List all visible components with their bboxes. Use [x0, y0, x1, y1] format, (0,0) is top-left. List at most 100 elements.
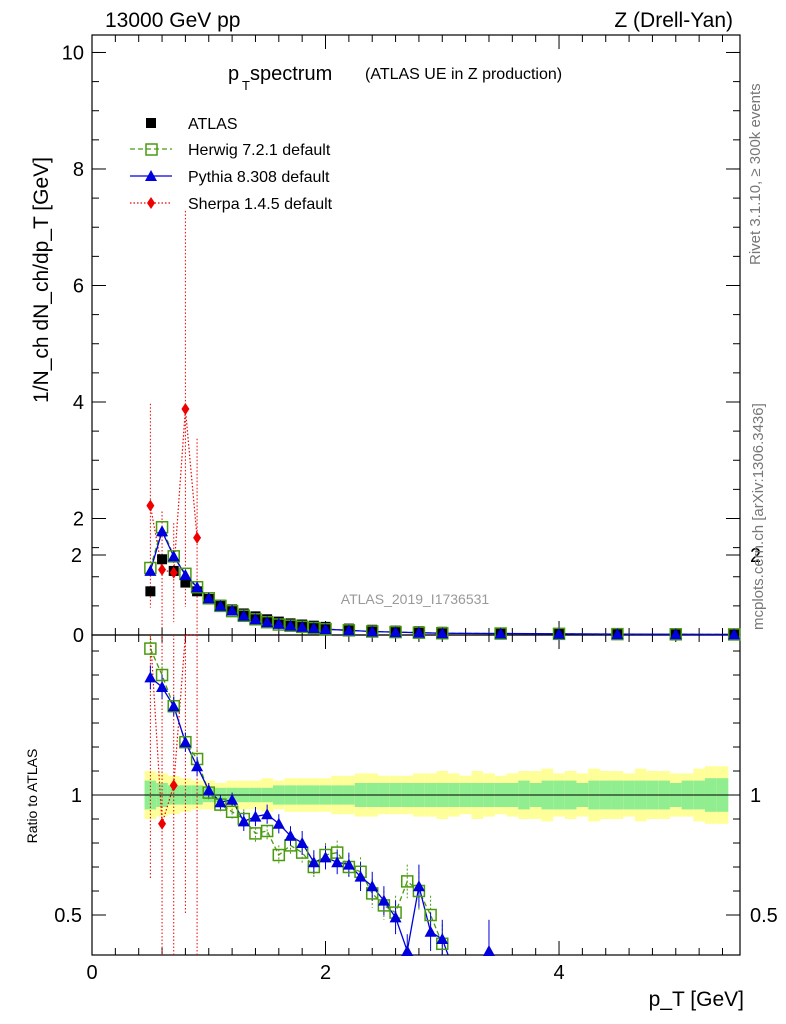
pythia-ratio-line	[149, 676, 449, 956]
y-axis-label-main-text: 1/N_ch dN_ch/dp_T [GeV]	[30, 157, 53, 403]
title-subscript: T	[242, 78, 250, 93]
pythia-point	[728, 628, 741, 640]
ratio-ytick-label: 0.5	[54, 905, 82, 927]
main-ytick-label: 10	[62, 42, 84, 64]
atlas-point	[180, 577, 191, 588]
pythia-point	[553, 627, 566, 639]
pythia-point	[389, 626, 402, 638]
legend: ATLAS Herwig 7.2.1 default Pythia 8.308 …	[130, 116, 333, 213]
pythia-ratio-point	[156, 681, 169, 692]
y-axis-label-ratio: Ratio to ATLAS	[24, 749, 40, 844]
pythia-ratio-point	[354, 870, 367, 882]
title-rest: spectrum	[250, 63, 332, 85]
pythia-point	[191, 581, 204, 593]
pythia-point	[237, 609, 250, 621]
pythia-ratio-point	[389, 911, 402, 923]
atlas-point	[145, 586, 156, 597]
sherpa-point	[193, 531, 202, 544]
title-note: (ATLAS UE in Z production)	[365, 66, 562, 83]
pythia-point	[202, 592, 215, 604]
legend-pythia-marker	[145, 170, 157, 181]
x-axis-label: p_T [GeV]	[649, 988, 744, 1011]
pythia-ratio-point	[237, 815, 250, 827]
pythia-point	[307, 622, 320, 634]
pythia-ratio-point	[191, 760, 204, 772]
legend-pythia-label: Pythia 8.308 default	[188, 169, 330, 186]
pythia-ratio-point	[424, 925, 437, 937]
pythia-ratio-point	[366, 880, 379, 892]
sherpa-point	[158, 563, 167, 576]
pythia-ratio-point	[144, 671, 157, 683]
herwig-ratio-point	[155, 668, 169, 682]
pythia-ratio-point	[342, 858, 355, 870]
pythia-ratio-point	[331, 856, 344, 868]
pythia-point	[144, 564, 157, 576]
main-ytick-label: 6	[73, 275, 84, 297]
pythia-point	[669, 628, 682, 640]
pythia-point	[296, 620, 309, 632]
pythia-point	[272, 617, 285, 629]
pythia-point	[319, 623, 332, 635]
pythia-point	[611, 628, 624, 640]
pythia-ratio-point	[202, 784, 215, 796]
pythia-ratio-point	[296, 837, 309, 848]
ratio-ytick-label-right: 1	[750, 785, 761, 807]
pythia-point	[366, 625, 379, 637]
main-ytick-label: 0	[73, 625, 84, 647]
sherpa-point	[181, 402, 190, 415]
pythia-ratio-point	[307, 856, 320, 868]
pythia-ratio-point	[412, 880, 425, 892]
pythia-point	[249, 613, 262, 625]
pythia-point	[284, 619, 297, 631]
analysis-id: ATLAS_2019_I1736531	[341, 591, 490, 607]
pythia-point	[436, 627, 449, 639]
pythia-point	[412, 626, 425, 638]
ratio-ytick-label: 2	[71, 545, 82, 567]
pythia-point	[156, 525, 169, 537]
pythia-ratio-point	[436, 933, 449, 944]
energy-label: 13000 GeV pp	[105, 9, 240, 32]
main-plot-data	[144, 210, 741, 641]
ratio-xtick-label: 0	[86, 962, 97, 984]
axis-ticks: 0 2 4 6 8 10 0 2 4 0.5 0.5 1 1 2 2	[54, 35, 778, 984]
legend-atlas-label: ATLAS	[188, 116, 238, 133]
pythia-ratio-point	[319, 851, 332, 863]
main-ytick-label: 4	[73, 392, 84, 414]
pythia-point	[179, 569, 192, 580]
pythia-point	[226, 604, 239, 616]
herwig-ratio-line	[149, 648, 443, 945]
ratio-ytick-label-right: 2	[750, 545, 761, 567]
ratio-xtick-label: 2	[320, 962, 331, 984]
sherpa-point	[169, 566, 178, 579]
pythia-ratio-point	[284, 829, 297, 841]
pythia-point	[342, 624, 355, 636]
pythia-ratio-point	[482, 945, 495, 956]
plot-title: p T spectrum (ATLAS UE in Z production)	[228, 63, 562, 93]
herwig-ratio-point	[225, 805, 239, 819]
sherpa-ratio-point	[158, 817, 167, 830]
title-p: p	[228, 63, 239, 85]
pythia-ratio-point	[167, 700, 180, 712]
pythia-ratio-point	[377, 894, 390, 906]
pythia-point	[167, 550, 180, 562]
ratio-ytick-label-right: 0.5	[750, 905, 778, 927]
legend-sherpa-marker	[147, 197, 155, 209]
herwig-ratio-point	[260, 824, 274, 838]
atlas-point	[157, 554, 168, 565]
ratio-plot-data	[144, 634, 495, 956]
pythia-point	[261, 616, 274, 628]
pythia-ratio-point	[401, 945, 414, 956]
sherpa-ratio-point	[169, 779, 178, 792]
pythia-point	[214, 599, 227, 611]
herwig-ratio-point	[144, 642, 157, 655]
legend-herwig-marker	[145, 143, 158, 156]
y-axis-label-main: 1/N_ch dN_ch/dp_T [GeV]	[30, 157, 53, 403]
pythia-ratio-point	[179, 736, 192, 748]
pythia-ratio-point	[226, 793, 239, 805]
herwig-ratio-point	[424, 908, 437, 922]
sherpa-ratio-line	[149, 634, 198, 824]
herwig-ratio-point	[400, 875, 414, 888]
process-label: Z (Drell-Yan)	[614, 9, 733, 32]
pythia-ratio-point	[272, 817, 285, 829]
